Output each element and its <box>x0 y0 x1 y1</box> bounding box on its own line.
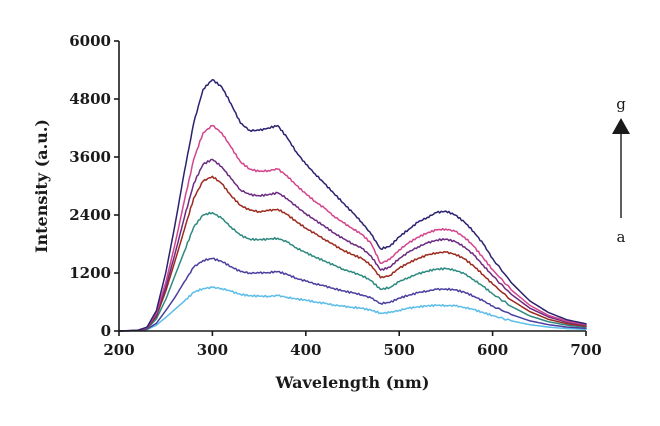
y-axis-title: Intensity (a.u.) <box>32 119 51 253</box>
series-line-7 <box>118 78 587 332</box>
x-axis-title: Wavelength (nm) <box>275 373 430 392</box>
series-line-2 <box>118 257 587 332</box>
annotation-arrow-head-icon <box>612 118 630 134</box>
x-axis-ticks: 200 300 400 500 600 700 <box>103 331 602 359</box>
x-tick-label: 300 <box>197 341 228 359</box>
series-order-annotation: g a <box>612 95 630 246</box>
y-tick-label: 4800 <box>69 90 111 108</box>
series-line-1 <box>118 286 587 332</box>
series-line-4 <box>118 175 587 332</box>
annotation-bottom-label: a <box>617 228 626 246</box>
x-tick-label: 500 <box>384 341 415 359</box>
y-axis-ticks: 0 1200 2400 3600 4800 6000 <box>69 32 119 340</box>
axes <box>118 41 586 332</box>
series-line-3 <box>118 211 587 332</box>
x-tick-label: 700 <box>570 341 601 359</box>
x-tick-label: 400 <box>290 341 321 359</box>
y-tick-label: 2400 <box>69 206 111 224</box>
y-tick-label: 1200 <box>69 264 111 282</box>
series-group <box>118 78 587 332</box>
series-line-6 <box>118 124 587 332</box>
x-tick-label: 200 <box>103 341 134 359</box>
y-tick-label: 0 <box>101 322 111 340</box>
x-tick-label: 600 <box>477 341 508 359</box>
annotation-top-label: g <box>616 95 626 113</box>
y-tick-label: 6000 <box>69 32 111 50</box>
series-line-5 <box>118 158 587 332</box>
y-tick-label: 3600 <box>69 148 111 166</box>
